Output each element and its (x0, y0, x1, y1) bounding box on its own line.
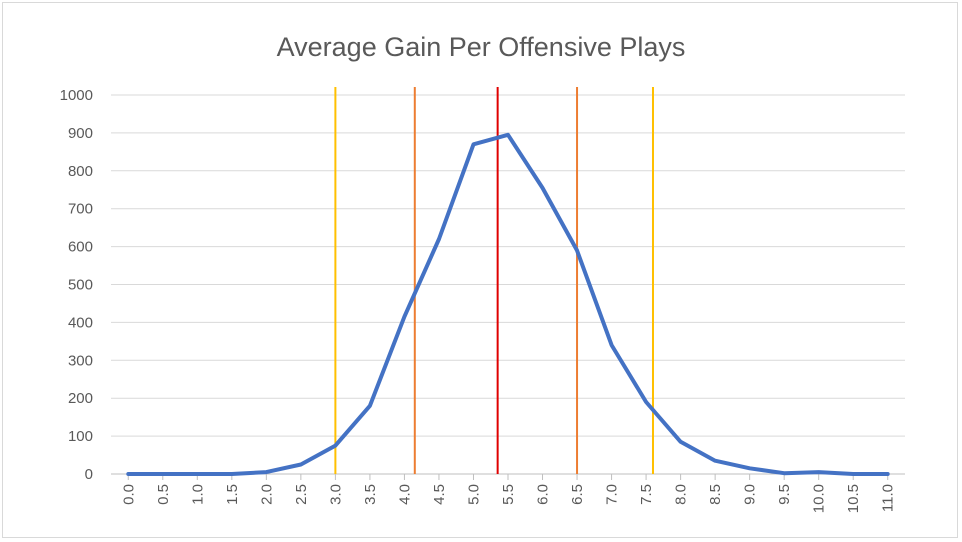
x-tick-label: 1.5 (224, 484, 241, 505)
x-tick-label: 0.0 (120, 484, 137, 505)
y-tick-label: 0 (85, 466, 93, 483)
reference-lines (334, 87, 654, 474)
y-tick-label: 300 (68, 352, 93, 369)
y-tick-label: 400 (68, 314, 93, 331)
x-tick-label: 5.5 (500, 484, 517, 505)
y-axis-ticks: 0 100 200 300 400 500 600 700 800 900 1000 (60, 87, 93, 483)
x-tick-label: 7.5 (638, 484, 655, 505)
gridlines (111, 94, 905, 475)
y-tick-label: 100 (68, 428, 93, 445)
x-tick-label: 2.5 (293, 484, 310, 505)
x-tick-label: 1.0 (189, 484, 206, 505)
x-tick-label: 4.5 (431, 484, 448, 505)
x-tick-label: 10.5 (845, 484, 862, 513)
x-tick-label: 2.0 (258, 484, 275, 505)
x-tick-label: 7.0 (604, 484, 621, 505)
x-tick-label: 10.0 (811, 484, 828, 513)
x-tick-label: 4.0 (396, 484, 413, 505)
y-tick-label: 700 (68, 201, 93, 218)
y-tick-label: 800 (68, 163, 93, 180)
series-layer (126, 132, 890, 476)
y-tick-label: 1000 (60, 87, 93, 104)
line-chart: Average Gain Per Offensive Plays 0 100 200… (60, 32, 905, 513)
x-tick-label: 9.0 (742, 484, 759, 505)
x-tick-label: 8.0 (673, 484, 690, 505)
y-tick-label: 500 (68, 277, 93, 294)
x-tick-label: 3.0 (327, 484, 344, 505)
chart-title: Average Gain Per Offensive Plays (277, 32, 686, 62)
x-tick-label: 6.0 (535, 484, 552, 505)
series-line (126, 132, 890, 476)
x-tick-label: 0.5 (155, 484, 172, 505)
y-tick-label: 900 (68, 125, 93, 142)
x-tick-label: 3.5 (362, 484, 379, 505)
y-tick-label: 600 (68, 239, 93, 256)
x-tick-label: 6.5 (569, 484, 586, 505)
y-tick-label: 200 (68, 390, 93, 407)
x-tick-label: 5.0 (465, 484, 482, 505)
x-axis-ticks: 0.0 0.5 1.0 1.5 2.0 2.5 3.0 3.5 4.0 4.5 5.0 5.5 6.0 6… (120, 474, 897, 513)
x-tick-label: 8.5 (707, 484, 724, 505)
x-tick-label: 11.0 (880, 484, 897, 512)
x-tick-label: 9.5 (776, 484, 793, 505)
